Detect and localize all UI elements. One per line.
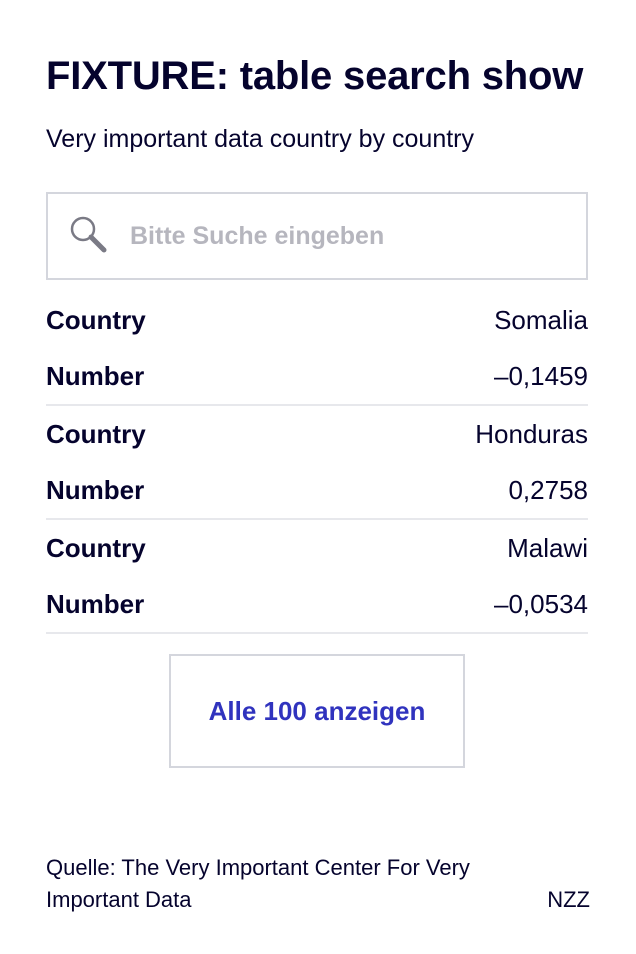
search-icon (68, 214, 108, 259)
table-row: Country Honduras Number 0,2758 (46, 406, 588, 520)
cell-number: –0,0534 (494, 588, 588, 619)
cell-country: Honduras (475, 418, 588, 449)
column-label-number: Number (46, 474, 145, 505)
table-row: Country Malawi Number –0,0534 (46, 520, 588, 634)
cell-country: Somalia (494, 304, 588, 335)
page-subtitle: Very important data country by country (46, 125, 474, 153)
results-table: Country Somalia Number –0,1459 Country Hond… (46, 292, 588, 634)
button-container: Alle 100 anzeigen (46, 654, 588, 768)
search-box[interactable] (46, 192, 588, 280)
column-label-number: Number (46, 588, 145, 619)
column-label-country: Country (46, 304, 146, 335)
column-label-country: Country (46, 418, 146, 449)
table-row: Country Somalia Number –0,1459 (46, 292, 588, 406)
page-title: FIXTURE: table search show (46, 54, 584, 98)
brand-label: NZZ (547, 887, 590, 912)
cell-number: 0,2758 (508, 474, 588, 505)
column-label-number: Number (46, 360, 145, 391)
cell-number: –0,1459 (494, 360, 588, 391)
column-label-country: Country (46, 532, 146, 563)
cell-country: Malawi (507, 532, 588, 563)
chart-container: FIXTURE: table search show Very importan… (46, 48, 588, 768)
source-note: Quelle: The Very Important Center For Ve… (46, 855, 470, 912)
footer: Quelle: The Very Important Center For Ve… (46, 852, 590, 916)
search-input[interactable] (130, 221, 530, 251)
show-all-button[interactable]: Alle 100 anzeigen (169, 654, 465, 768)
